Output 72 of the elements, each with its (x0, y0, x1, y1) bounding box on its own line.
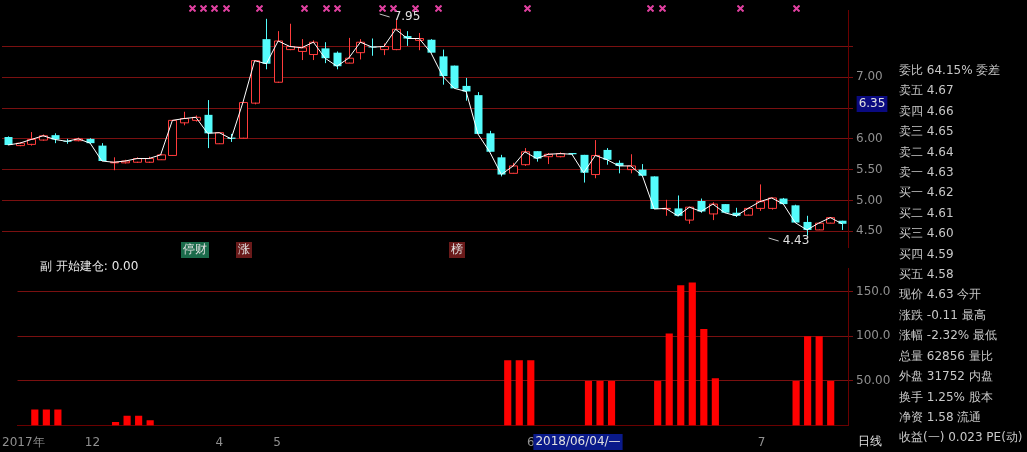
candlestick (298, 38, 307, 61)
bar (515, 360, 523, 426)
text: 日线 (858, 434, 882, 449)
bar (677, 285, 685, 426)
text: 现价 4.63 今开 (899, 286, 983, 304)
y-tick-label: 4.50 (856, 223, 883, 238)
text: 买三 4.60 (899, 225, 955, 243)
annotation: 4.43 (782, 233, 810, 248)
text: 卖一 4.63 (899, 164, 955, 182)
y-tick-label: 5.50 (856, 161, 883, 176)
text: 委比 64.15% 委差 (899, 62, 1002, 79)
y-tick-label: 150.0 (856, 283, 891, 298)
text: 6.35 (858, 96, 886, 111)
bar (711, 378, 719, 426)
text: 外盘 31752 内盘 (899, 368, 994, 386)
bar (42, 409, 50, 426)
bar (504, 360, 512, 426)
bar (146, 420, 154, 426)
text: 卖二 4.64 (899, 143, 955, 161)
candlestick (497, 154, 506, 177)
bar (123, 415, 131, 426)
bar (827, 380, 835, 426)
x-tick-label: 2017年 (2, 434, 45, 449)
candlestick (321, 41, 330, 64)
y-tick-label: 50.00 (856, 373, 891, 388)
y-tick-label: 100.0 (856, 328, 891, 343)
bar (54, 409, 62, 426)
text: 卖五 4.67 (899, 82, 955, 100)
x-tick-label: 7 (757, 434, 766, 449)
text: 买二 4.61 (899, 204, 955, 222)
text: 2018/06/04/— (535, 434, 621, 449)
bar (665, 333, 673, 426)
text: 净资 1.58 流通 (899, 408, 983, 426)
text: 涨幅 -2.32% 最低 (899, 327, 999, 345)
x-tick-label: 12 (84, 434, 101, 449)
annotation: 涨 (238, 242, 250, 257)
candlestick (392, 18, 401, 51)
text: 总量 62856 量比 (899, 347, 994, 365)
bar (700, 329, 708, 426)
annotation: 榜 (451, 242, 463, 257)
text: 涨跌 -0.11 最高 (899, 306, 987, 324)
y-tick-label: 6.00 (856, 130, 883, 145)
bar (607, 380, 616, 426)
bar (688, 282, 696, 426)
candlestick (486, 130, 495, 153)
bar (792, 380, 800, 426)
candlestick (591, 139, 600, 179)
candlestick (756, 183, 765, 212)
text: 卖三 4.65 (899, 123, 955, 141)
bar (31, 409, 39, 426)
x-tick-label: 5 (273, 434, 281, 449)
text: 收益(一) 0.023 PE(动) (899, 429, 1024, 447)
text: 买四 4.59 (899, 245, 955, 263)
text: 卖四 4.66 (899, 102, 955, 120)
y-tick-label: 5.00 (856, 192, 883, 207)
text: 买一 4.62 (899, 184, 955, 202)
text: 换手 1.25% 股本 (899, 388, 994, 406)
bar (527, 360, 535, 426)
bar (584, 380, 593, 426)
bar (654, 380, 662, 426)
bar (135, 415, 143, 426)
bar (804, 336, 812, 426)
annotation: 7.95 (393, 9, 421, 24)
candlestick (204, 99, 213, 149)
chart-title: 副 开始建仓: 0.00 (40, 259, 139, 274)
text: 买五 4.58 (899, 266, 955, 284)
x-tick-label: 4 (215, 434, 224, 449)
annotation: 停财 (183, 242, 207, 257)
bar (815, 336, 823, 426)
y-tick-label: 7.00 (856, 69, 883, 84)
bar (596, 380, 604, 426)
candlestick (439, 49, 448, 86)
